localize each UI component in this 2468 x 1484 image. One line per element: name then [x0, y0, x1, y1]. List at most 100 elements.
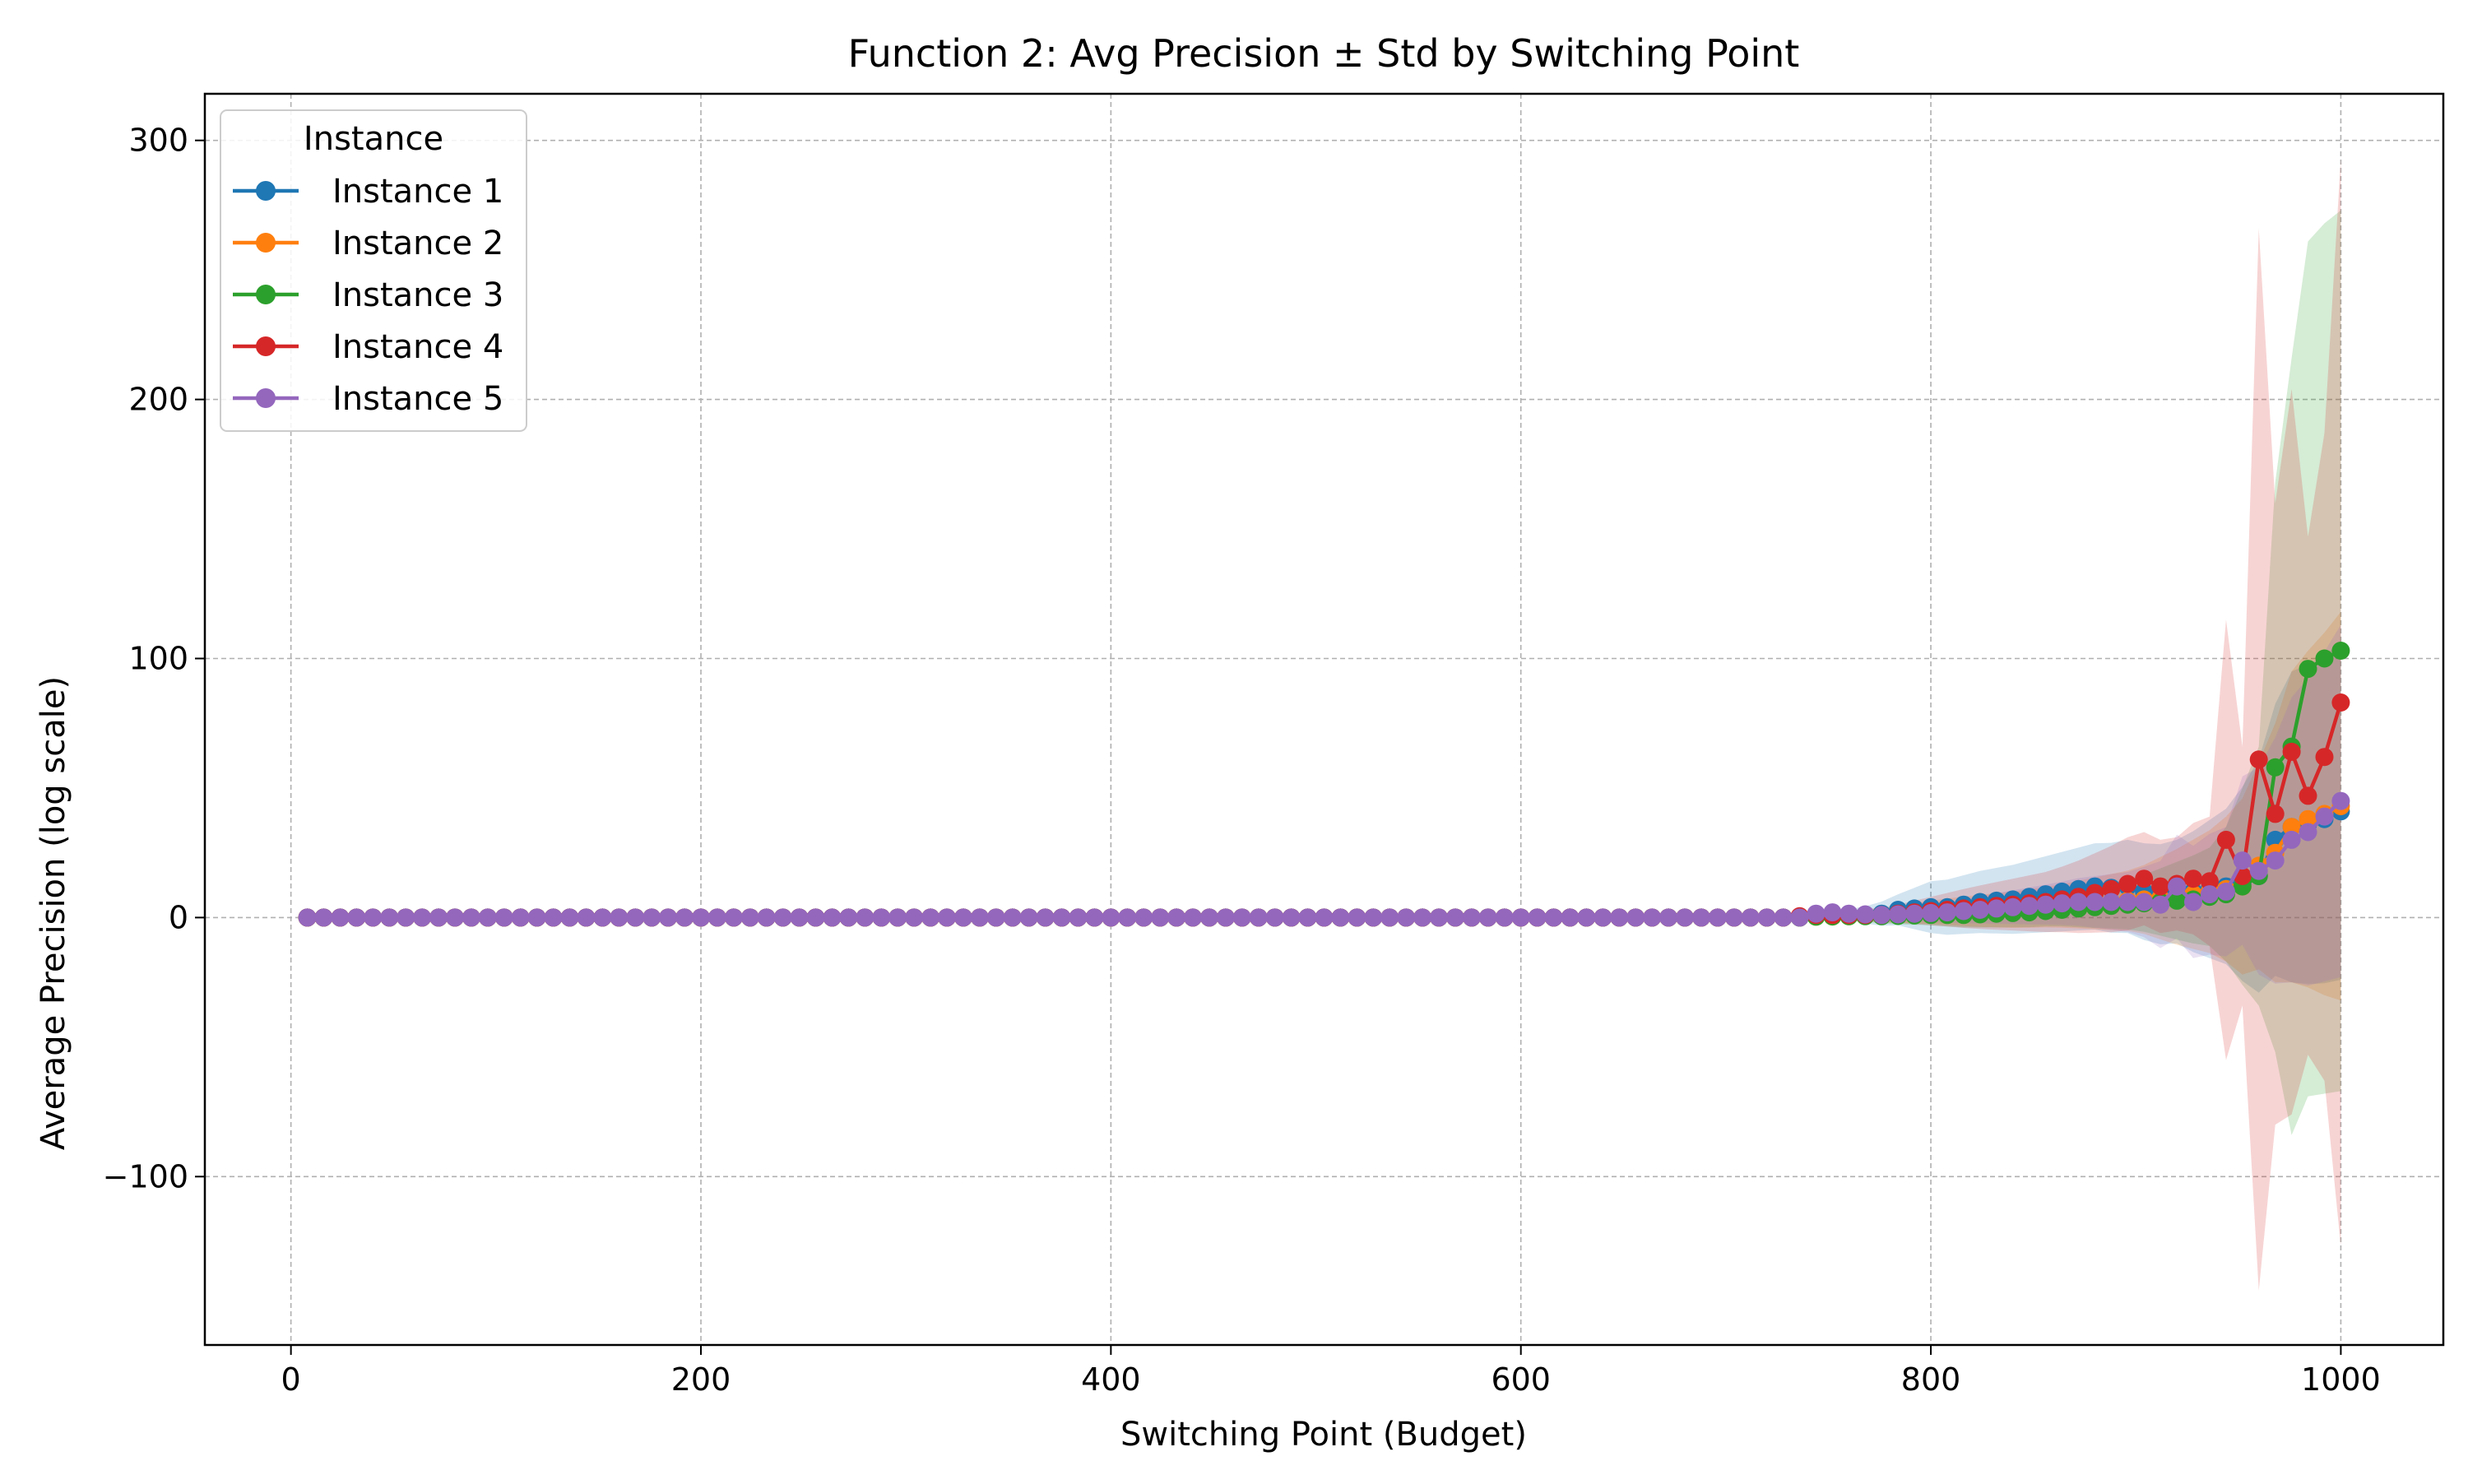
data-point	[2331, 642, 2350, 660]
data-point	[823, 908, 842, 927]
data-point	[511, 908, 530, 927]
data-point	[2315, 649, 2334, 668]
x-tick-label: 400	[1081, 1361, 1141, 1398]
data-point	[1741, 908, 1760, 927]
data-point	[2003, 897, 2022, 916]
legend-item: Instance 2	[233, 225, 503, 262]
series-lines	[298, 642, 2350, 927]
data-point	[1872, 906, 1891, 925]
legend-marker	[256, 336, 276, 356]
data-point	[462, 908, 480, 927]
data-point	[2282, 830, 2301, 849]
data-point	[839, 908, 858, 927]
data-point	[1905, 904, 1924, 923]
data-point	[560, 908, 579, 927]
legend-label: Instance 5	[332, 380, 503, 418]
legend-label: Instance 1	[332, 173, 503, 211]
legend-item: Instance 5	[233, 380, 503, 418]
data-point	[298, 908, 317, 927]
x-tick-label: 1000	[2301, 1361, 2381, 1398]
chart-title: Function 2: Avg Precision ± Std by Switc…	[848, 31, 1800, 76]
data-point	[1265, 908, 1284, 927]
data-point	[1430, 908, 1448, 927]
data-point	[1184, 908, 1202, 927]
data-point	[1938, 903, 1956, 922]
y-tick-label: 200	[128, 382, 188, 418]
data-point	[1298, 908, 1317, 927]
data-point	[757, 908, 776, 927]
data-point	[593, 908, 612, 927]
data-point	[2102, 893, 2121, 911]
data-point	[1380, 908, 1399, 927]
data-point	[2200, 872, 2219, 891]
data-point	[1348, 908, 1366, 927]
data-point	[478, 908, 497, 927]
data-point	[2102, 879, 2121, 898]
data-point	[954, 908, 972, 927]
data-point	[2135, 870, 2154, 888]
data-point	[2168, 891, 2187, 910]
data-point	[577, 908, 596, 927]
series-group	[298, 791, 2350, 927]
data-point	[1659, 908, 1678, 927]
data-point	[740, 908, 759, 927]
data-point	[2282, 742, 2301, 761]
data-point	[1528, 908, 1547, 927]
data-point	[1462, 908, 1481, 927]
legend-marker	[256, 388, 276, 408]
data-point	[2184, 870, 2202, 888]
data-point	[2053, 894, 2071, 913]
legend-label: Instance 4	[332, 328, 503, 366]
data-point	[397, 908, 415, 927]
data-point	[692, 908, 710, 927]
legend-item: Instance 4	[233, 328, 503, 366]
data-point	[1692, 908, 1710, 927]
plot-frame	[203, 92, 2445, 1347]
data-point	[2299, 786, 2317, 805]
data-point	[724, 908, 743, 927]
x-tick-label: 600	[1491, 1361, 1551, 1398]
data-point	[1036, 908, 1055, 927]
data-point	[1561, 908, 1580, 927]
data-point	[1839, 904, 1858, 923]
data-point	[905, 908, 924, 927]
data-point	[1708, 908, 1727, 927]
y-tick-label: 300	[128, 123, 188, 159]
data-point	[1118, 908, 1137, 927]
data-point	[659, 908, 678, 927]
data-point	[1249, 908, 1268, 927]
data-point	[347, 908, 366, 927]
data-point	[1970, 901, 1989, 919]
legend-marker	[256, 233, 276, 253]
data-point	[1823, 903, 1842, 922]
data-point	[413, 908, 432, 927]
data-point	[610, 908, 629, 927]
data-point	[888, 908, 907, 927]
data-point	[1151, 908, 1170, 927]
data-point	[2315, 748, 2334, 767]
x-tick-label: 0	[281, 1361, 301, 1398]
data-point	[2299, 809, 2317, 828]
data-point	[1019, 908, 1038, 927]
data-point	[1790, 908, 1809, 927]
x-axis-label: Switching Point (Budget)	[1120, 1416, 1527, 1454]
data-point	[1954, 902, 1973, 921]
data-point	[1200, 908, 1218, 927]
data-point	[1987, 899, 2006, 918]
data-point	[2118, 874, 2137, 893]
data-point	[2118, 893, 2137, 911]
data-point	[856, 908, 874, 927]
data-point	[2184, 893, 2202, 911]
data-point	[2315, 807, 2334, 826]
legend-marker	[256, 285, 276, 304]
data-point	[986, 908, 1005, 927]
x-tick-label: 200	[671, 1361, 731, 1398]
y-axis-label: Average Precision (log scale)	[35, 676, 72, 1150]
data-point	[1774, 908, 1793, 927]
axis-ticks: 0 200 400 600 800 1000 −100 0 100 200 300	[103, 123, 2381, 1398]
data-point	[675, 908, 694, 927]
data-point	[1315, 908, 1334, 927]
data-point	[2216, 882, 2235, 901]
data-point	[773, 908, 792, 927]
